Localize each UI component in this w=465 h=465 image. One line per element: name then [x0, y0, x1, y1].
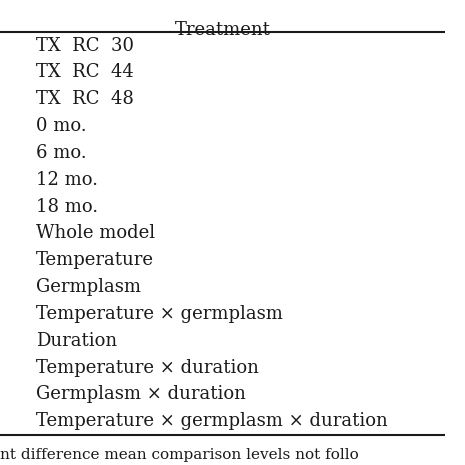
Text: Treatment: Treatment [174, 21, 270, 39]
Text: nt difference mean comparison levels not follo: nt difference mean comparison levels not… [0, 448, 359, 463]
Text: Whole model: Whole model [36, 225, 155, 242]
Text: Germplasm × duration: Germplasm × duration [36, 385, 246, 404]
Text: Temperature × germplasm × duration: Temperature × germplasm × duration [36, 412, 387, 430]
Text: Germplasm: Germplasm [36, 278, 140, 296]
Text: 6 mo.: 6 mo. [36, 144, 86, 162]
Text: Duration: Duration [36, 332, 117, 350]
Text: 0 mo.: 0 mo. [36, 117, 86, 135]
Text: Temperature × germplasm: Temperature × germplasm [36, 305, 282, 323]
Text: TX  RC  30: TX RC 30 [36, 37, 133, 54]
Text: TX  RC  48: TX RC 48 [36, 90, 133, 108]
Text: Temperature × duration: Temperature × duration [36, 359, 259, 377]
Text: 12 mo.: 12 mo. [36, 171, 98, 189]
Text: 18 mo.: 18 mo. [36, 198, 98, 216]
Text: TX  RC  44: TX RC 44 [36, 63, 133, 81]
Text: Temperature: Temperature [36, 251, 153, 269]
